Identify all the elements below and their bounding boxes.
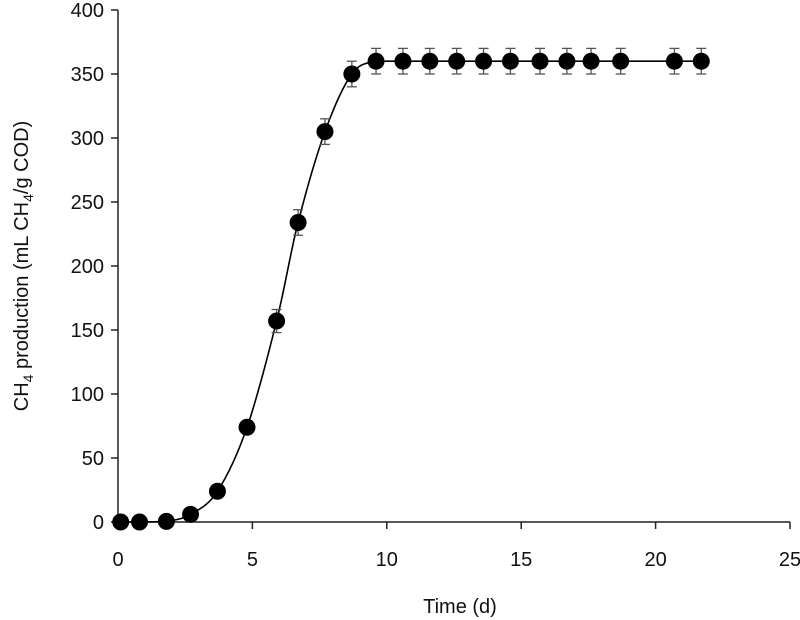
- data-point: [367, 52, 385, 70]
- data-point: [558, 52, 576, 70]
- data-point: [531, 52, 549, 70]
- data-point: [448, 52, 466, 70]
- data-point: [112, 513, 130, 531]
- y-axis-title-subscript-2: 4: [20, 194, 36, 202]
- x-tick-label: 5: [247, 549, 258, 571]
- x-tick-label: 15: [510, 549, 532, 571]
- y-tick-label: 0: [93, 512, 104, 534]
- data-point: [582, 52, 600, 70]
- data-point: [501, 52, 519, 70]
- y-axis-title-prefix: CH: [11, 382, 33, 411]
- y-axis-title-subscript-1: 4: [20, 374, 36, 382]
- data-point: [157, 512, 175, 530]
- y-axis-title-middle: production (mL CH: [11, 202, 33, 375]
- data-point: [182, 505, 200, 523]
- data-point: [289, 213, 307, 231]
- y-tick-label: 150: [71, 320, 104, 342]
- axes: [117, 10, 790, 523]
- y-tick-label: 100: [71, 384, 104, 406]
- data-point: [612, 52, 630, 70]
- y-tick-label: 300: [71, 128, 104, 150]
- data-point: [692, 52, 710, 70]
- data-point: [131, 513, 149, 531]
- y-axis-ticks: 0 50 100 150 200 250 300 350 400: [71, 0, 118, 534]
- y-tick-label: 400: [71, 0, 104, 22]
- data-point: [208, 482, 226, 500]
- data-point-layer: [112, 52, 710, 531]
- x-tick-label: 10: [376, 549, 398, 571]
- y-tick-label: 350: [71, 64, 104, 86]
- data-point: [268, 312, 286, 330]
- data-point: [421, 52, 439, 70]
- data-point: [394, 52, 412, 70]
- data-point: [316, 123, 334, 141]
- y-axis-title: CH4 production (mL CH4/g COD): [11, 121, 36, 411]
- x-axis-title: Time (d): [423, 596, 497, 618]
- y-tick-label: 250: [71, 192, 104, 214]
- series-curve: [120, 60, 702, 523]
- curve-layer: [120, 60, 702, 523]
- x-axis-ticks: 0 5 10 15 20 25: [112, 522, 800, 571]
- y-axis-title-suffix: /g COD): [11, 121, 33, 194]
- data-point: [343, 65, 361, 83]
- data-point: [475, 52, 493, 70]
- x-tick-label: 20: [644, 549, 666, 571]
- error-bar-layer: [161, 47, 707, 524]
- y-tick-label: 200: [71, 256, 104, 278]
- data-point: [238, 418, 256, 436]
- x-tick-label: 0: [112, 549, 123, 571]
- y-tick-label: 50: [82, 448, 104, 470]
- data-point: [665, 52, 683, 70]
- x-tick-label: 25: [779, 549, 800, 571]
